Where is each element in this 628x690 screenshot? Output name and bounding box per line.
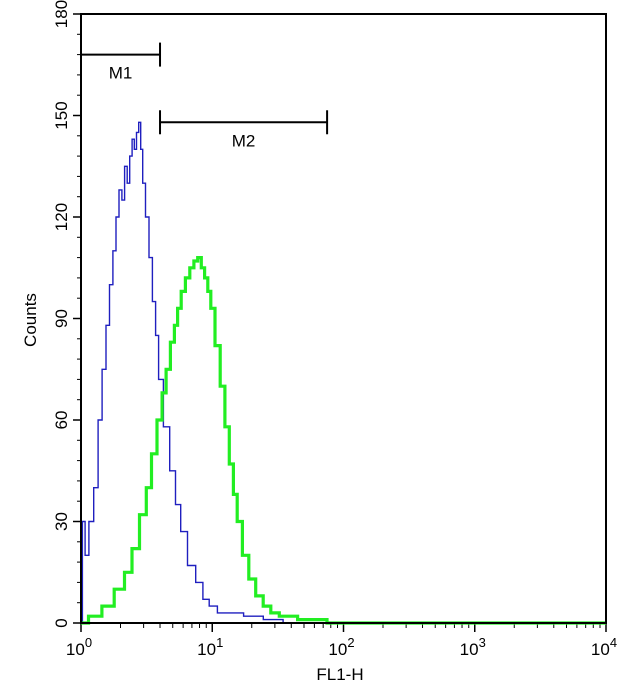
x-axis-title: FL1-H [316,665,363,684]
y-tick-label: 60 [52,411,71,430]
x-tick-exponent: 3 [479,635,486,650]
marker-label: M1 [109,64,133,83]
x-tick-label: 102 [328,635,354,659]
marker-layer: M1 M2 [80,42,329,150]
y-tick-label: 0 [52,618,71,627]
x-tick-base: 10 [328,640,347,659]
y-tick-label: 180 [52,0,71,28]
y-tick-label: 120 [52,203,71,231]
series-layer [81,121,606,625]
marker-label: M2 [232,131,256,150]
sample-histogram-line [81,256,606,625]
plot-frame [80,13,607,624]
y-tick-label: 90 [52,309,71,328]
x-tick-base: 10 [197,640,216,659]
x-tick-base: 10 [591,640,610,659]
x-tick-exponent: 1 [216,635,223,650]
x-tick-label: 103 [460,635,486,659]
y-axis-title: Counts [21,293,40,347]
tick-layer [73,13,607,632]
y-tick-label: 30 [52,512,71,531]
x-tick-exponent: 0 [85,635,92,650]
x-tick-base: 10 [460,640,479,659]
x-tick-exponent: 2 [347,635,354,650]
x-tick-exponent: 4 [610,635,617,650]
y-tick-label: 150 [52,101,71,129]
x-tick-label: 101 [197,635,223,659]
control-histogram-line [81,121,606,624]
x-tick-label: 104 [591,635,617,659]
x-tick-base: 10 [66,640,85,659]
x-tick-label: 100 [66,635,92,659]
